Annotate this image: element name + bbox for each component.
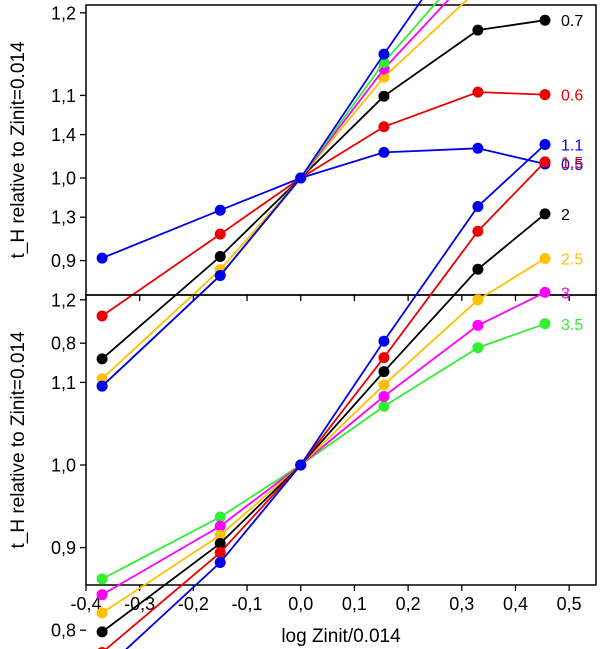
- series-line-1.5: [104, 161, 546, 649]
- data-point-0.6: [472, 86, 484, 98]
- data-point-2.5: [378, 379, 390, 391]
- data-point-1.5: [539, 156, 551, 168]
- data-point-0.6: [96, 310, 108, 322]
- series-line-3.5: [101, 322, 546, 580]
- data-point-0.7: [378, 90, 390, 102]
- data-point-3.5: [472, 342, 484, 354]
- ytick-label: 1,2: [51, 290, 76, 310]
- data-point-1.1: [472, 200, 484, 212]
- data-point-3.5: [214, 511, 226, 523]
- series-line-1.1: [125, 143, 546, 649]
- data-point-0.5: [96, 252, 108, 264]
- data-point-3.5: [378, 400, 390, 412]
- data-point-3: [96, 589, 108, 601]
- data-point-0.7: [96, 353, 108, 365]
- data-point-2.5: [96, 607, 108, 619]
- xtick-label: 0,4: [503, 594, 528, 614]
- series-label-3.5: 3.5: [561, 317, 583, 334]
- data-point-2: [472, 263, 484, 275]
- data-point-0.5: [378, 146, 390, 158]
- series-line-1.1: [101, 0, 423, 387]
- ytick-label: 1,0: [51, 169, 76, 189]
- series-label-1.1: 1.1: [561, 138, 583, 155]
- series-line-2: [101, 213, 546, 633]
- data-point-2: [539, 208, 551, 220]
- data-point-2.5: [539, 253, 551, 264]
- ytick-label: 1,1: [51, 86, 76, 106]
- xtick-label: 0,3: [449, 594, 474, 614]
- ytick-label: 0,9: [51, 251, 76, 271]
- series-label-0.7: 0.7: [561, 13, 583, 30]
- data-point-1.1: [295, 172, 307, 184]
- data-point-1.1: [295, 459, 307, 471]
- series-line-2.5: [101, 257, 546, 614]
- data-point-1.5: [214, 547, 226, 559]
- data-point-3: [539, 286, 551, 298]
- data-point-3.5: [96, 573, 108, 585]
- data-point-0.7: [539, 14, 551, 26]
- series-label-2.5: 2.5: [561, 252, 583, 269]
- xtick-label: 0,1: [342, 594, 367, 614]
- data-point-1.1: [214, 556, 226, 568]
- ytick-label: 1,4: [51, 125, 76, 145]
- series-label-0.5: 0.5: [561, 157, 583, 174]
- series-label-2: 2: [561, 207, 570, 224]
- plot-frame-top: [85, 4, 597, 296]
- data-point-1.1: [378, 335, 390, 347]
- series-label-1.5: 1.5: [561, 155, 583, 172]
- y-axis-title: t_H relative to Zinit=0.014: [8, 331, 29, 548]
- data-point-2.5: [472, 294, 484, 306]
- plot-frame-bottom: [85, 294, 597, 586]
- panel-top: 0,8 0,9 1,0 1,1 1,2 1,3 1,4 t_H relative to Zin…: [8, 0, 597, 392]
- data-point-1.5: [378, 352, 390, 364]
- xtick-label: 0,2: [396, 594, 421, 614]
- ytick-label: 1,3: [51, 208, 76, 228]
- xtick-label: -0,1: [232, 594, 263, 614]
- data-point-3.5: [539, 318, 551, 330]
- series-label-3: 3: [561, 285, 570, 302]
- series-line-0.7: [101, 19, 546, 360]
- data-point-1.1: [214, 269, 226, 281]
- data-point-2: [214, 537, 226, 549]
- data-point-0.8: [378, 71, 390, 83]
- xtick-label: -0,4: [70, 594, 101, 614]
- data-point-2: [96, 626, 108, 638]
- y-axis-title: t_H relative to Zinit=0.014: [8, 41, 29, 258]
- data-point-3: [472, 319, 484, 331]
- ytick-label: 1,0: [51, 456, 76, 476]
- data-point-1.5: [472, 225, 484, 237]
- xtick-label: 0,0: [288, 594, 313, 614]
- x-axis-title: log Zinit/0.014: [281, 626, 401, 647]
- xtick-label: 0,5: [557, 594, 582, 614]
- ytick-label: 1,1: [51, 373, 76, 393]
- series-line-0.8: [101, 0, 469, 380]
- series-line-0.6: [101, 91, 546, 317]
- data-point-2.5: [214, 529, 226, 541]
- data-point-1.1: [96, 380, 108, 392]
- data-point-3: [214, 520, 226, 532]
- data-point-0.5: [214, 204, 226, 216]
- data-point-0.6: [378, 121, 390, 133]
- panel-bottom: 0,80,91,01,11,21,31,4-0,4 -0,3 -0,2 -0,1 0,0…: [8, 125, 597, 649]
- ytick-label: 0,8: [51, 334, 76, 354]
- series-line-0.5: [101, 147, 546, 259]
- ytick-label: 0,9: [51, 538, 76, 558]
- data-point-1.1: [378, 48, 390, 60]
- data-point-3: [378, 390, 390, 402]
- series-label-0.6: 0.6: [561, 88, 583, 105]
- data-point-0.7: [214, 250, 226, 262]
- data-point-2: [378, 366, 390, 378]
- data-point-0.5: [472, 142, 484, 154]
- data-point-0.6: [214, 228, 226, 240]
- ytick-label: 1,2: [51, 3, 76, 23]
- data-point-1.1: [539, 139, 551, 151]
- data-point-0.6: [539, 89, 551, 101]
- ytick-label: 0,8: [51, 621, 76, 641]
- data-point-0.7: [472, 24, 484, 36]
- series-line-3: [101, 291, 546, 596]
- xtick-label: -0,2: [178, 594, 209, 614]
